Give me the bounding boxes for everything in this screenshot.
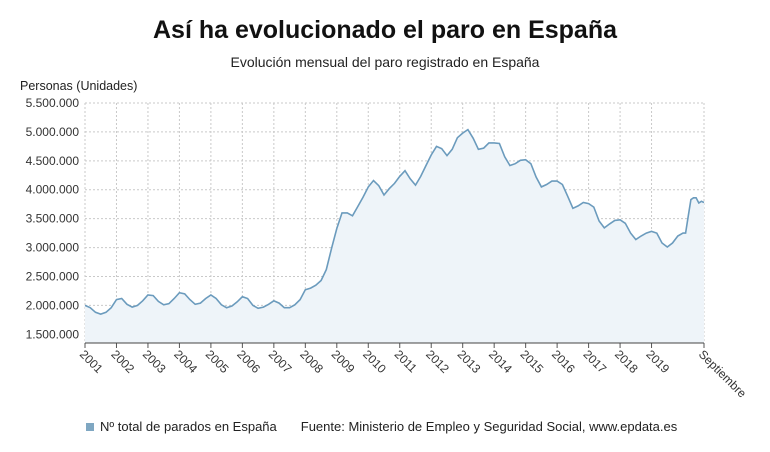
x-tick-label: 2006	[234, 347, 263, 376]
y-tick-label: 5.000.000	[26, 125, 80, 139]
y-tick-label: 3.500.000	[26, 212, 80, 226]
y-tick-label: 4.500.000	[26, 154, 80, 168]
x-tick-label: 2010	[360, 347, 389, 376]
legend-swatch	[86, 422, 94, 431]
series-area	[85, 129, 704, 343]
y-tick-label: 3.000.000	[26, 241, 80, 255]
y-tick-label: 2.000.000	[26, 298, 80, 312]
x-tick-label: 2001	[77, 347, 106, 376]
x-tick-label: 2004	[171, 347, 200, 376]
x-tick-label: 2014	[486, 347, 515, 376]
series-line	[84, 128, 705, 315]
x-tick-label: 2008	[297, 347, 326, 376]
x-tick-label: 2016	[549, 347, 578, 376]
x-tick-label: 2005	[203, 347, 232, 376]
x-tick-label: 2018	[612, 347, 641, 376]
y-tick-label: 1.500.000	[26, 327, 80, 341]
x-tick-label: 2015	[518, 347, 547, 376]
y-tick-label: 2.500.000	[26, 269, 80, 283]
x-tick-label: 2002	[108, 347, 137, 376]
chart-title: Así ha evolucionado el paro en España	[152, 16, 617, 44]
x-tick-label: 2007	[266, 347, 295, 376]
x-tick-labels: 2001 2002 2003 2004 2005 2006 2007 2008 2009 2010…	[77, 347, 750, 401]
y-tick-label: 5.500.000	[26, 96, 80, 110]
x-tick-label: Septiembre	[696, 347, 750, 401]
source-text: Fuente: Ministerio de Empleo y Seguridad…	[300, 419, 678, 434]
x-tick-label: 2013	[455, 347, 484, 376]
y-tick-labels: 1.500.000 2.000.000 2.500.000 3.000.000 3.50…	[26, 96, 80, 341]
y-axis-label: Personas (Unidades)	[20, 79, 138, 93]
x-tick-label: 2011	[392, 347, 420, 375]
chart-footer: Nº total de parados en España Fuente: Mi…	[86, 419, 677, 434]
chart-subtitle: Evolución mensual del paro registrado en…	[230, 54, 540, 70]
x-tick-label: 2003	[140, 347, 169, 376]
legend-label: Nº total de parados en España	[100, 419, 277, 434]
x-tick-label: 2012	[423, 347, 452, 376]
x-tick-label: 2019	[643, 347, 672, 376]
x-tick-label: 2009	[329, 347, 358, 376]
y-tick-label: 4.000.000	[26, 183, 80, 197]
x-tick-label: 2017	[580, 347, 609, 376]
